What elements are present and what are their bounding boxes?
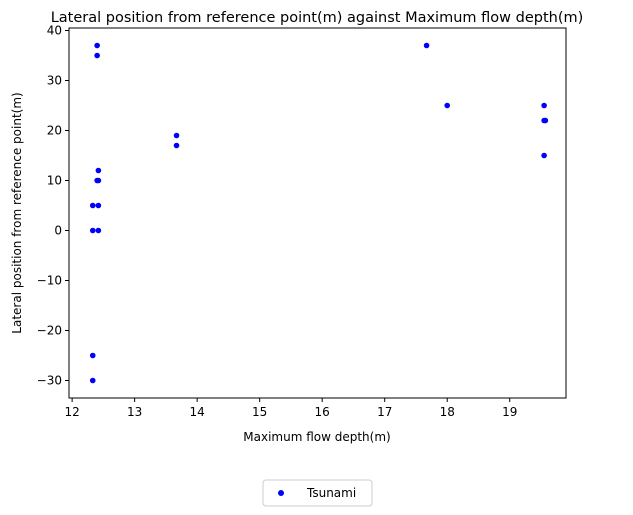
y-axis: −30 −20 −10 0 10 20 30 40 (37, 24, 69, 388)
y-tick-label: 0 (54, 224, 62, 238)
data-point (94, 42, 100, 49)
data-point (95, 167, 102, 174)
x-tick-label: 16 (315, 405, 330, 419)
legend-box (262, 479, 373, 507)
data-point (542, 117, 549, 124)
data-points (89, 42, 549, 384)
data-point (423, 42, 430, 49)
y-tick-label: 30 (47, 74, 62, 88)
y-tick-label: 20 (47, 124, 62, 138)
data-point (541, 152, 547, 159)
data-point (89, 377, 96, 384)
data-point (95, 227, 102, 234)
data-point (89, 352, 96, 359)
x-tick-label: 13 (127, 405, 142, 419)
y-tick-label: 40 (47, 24, 62, 38)
y-tick-label: −30 (37, 374, 62, 388)
data-point (173, 142, 180, 149)
x-tick-label: 19 (502, 405, 517, 419)
data-point (89, 202, 96, 209)
data-point (89, 227, 96, 234)
plot-area (68, 27, 567, 399)
y-tick-label: −10 (37, 274, 62, 288)
data-point (541, 102, 547, 109)
chart-title: Lateral position from reference point(m)… (51, 10, 584, 26)
data-point (94, 177, 100, 184)
x-axis: 12 13 14 15 16 17 18 19 (64, 398, 517, 419)
legend-label-tsunami: Tsunami (306, 486, 356, 500)
y-tick-label: 10 (47, 174, 62, 188)
x-tick-label: 12 (64, 405, 79, 419)
data-point (95, 202, 102, 209)
x-axis-label: Maximum flow depth(m) (243, 430, 390, 444)
legend-marker-tsunami (278, 490, 284, 496)
data-point (173, 132, 180, 139)
x-tick-label: 17 (377, 405, 392, 419)
y-tick-label: −20 (37, 324, 62, 338)
x-tick-label: 14 (190, 405, 205, 419)
x-tick-label: 18 (440, 405, 455, 419)
y-axis-label: Lateral position from reference point(m) (10, 92, 24, 333)
data-point (444, 102, 451, 109)
data-point (94, 52, 100, 59)
x-tick-label: 15 (252, 405, 267, 419)
legend: Tsunami (262, 479, 373, 507)
